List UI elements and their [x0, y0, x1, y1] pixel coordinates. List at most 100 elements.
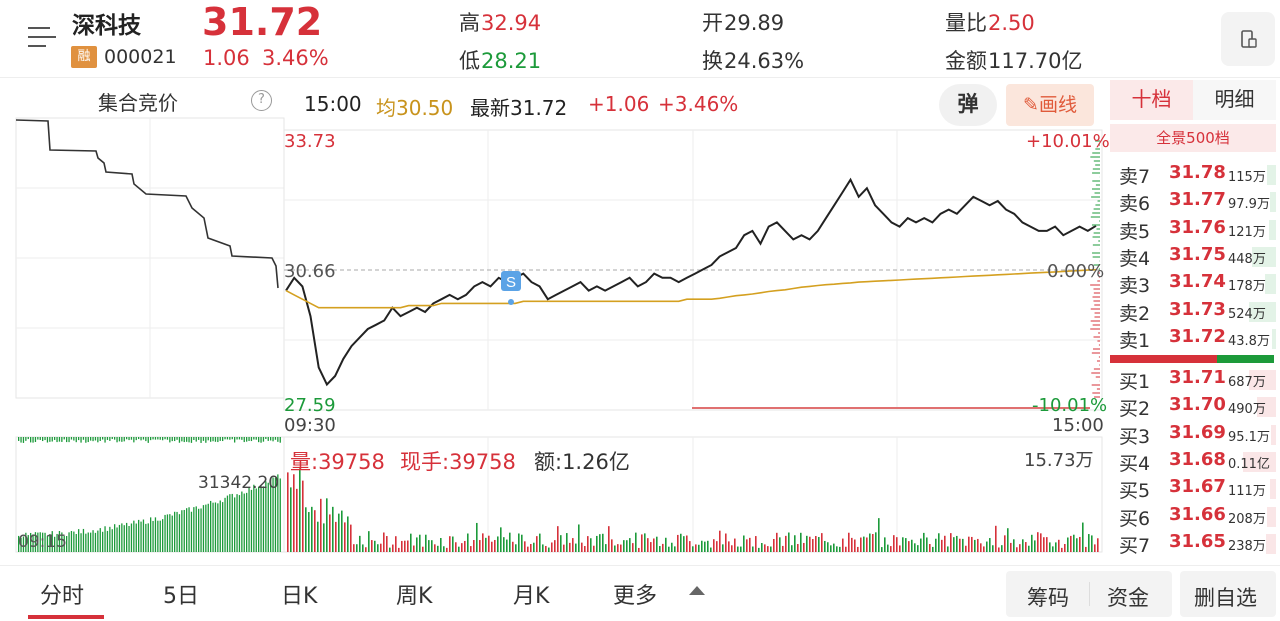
auction-tick: [34, 437, 37, 443]
help-icon[interactable]: ?: [251, 90, 272, 111]
ask-row-7[interactable]: 卖1 31.72 43.8万: [1112, 326, 1278, 353]
bid-row-6[interactable]: 买6 31.66 208万: [1112, 504, 1278, 531]
tab-weekly-k[interactable]: 周K: [396, 584, 433, 609]
edge-tick: [1093, 232, 1100, 234]
volume-bar: [824, 540, 826, 552]
auction-volume-bar: [238, 495, 241, 552]
edge-tick: [1092, 180, 1100, 182]
volume-bar: [989, 538, 991, 552]
auction-tick: [229, 437, 231, 440]
auction-volume-bar: [32, 534, 34, 552]
volume-bar: [1010, 542, 1012, 552]
auction-tick: [260, 437, 262, 443]
remove-favorite-button[interactable]: 删自选: [1194, 586, 1257, 610]
menu-icon[interactable]: [28, 24, 56, 50]
tab-monthly-k[interactable]: 月K: [513, 584, 550, 609]
volume-bar: [296, 488, 298, 552]
auction-volume-bar: [42, 532, 44, 552]
level-label: 卖4: [1119, 247, 1151, 270]
volume-bar: [842, 538, 844, 552]
volume-bar: [701, 540, 703, 552]
depth-bar: [1249, 301, 1276, 322]
auction-volume-bar: [279, 478, 281, 552]
auction-volume-bar: [97, 530, 99, 552]
volume-bar: [740, 546, 742, 552]
auction-volume-bar: [94, 532, 97, 552]
tab-more[interactable]: 更多: [613, 584, 658, 609]
ask-row-3[interactable]: 卖5 31.76 121万: [1112, 217, 1278, 244]
auction-volume-bar: [56, 533, 58, 552]
edge-tick: [1098, 356, 1100, 358]
volume-bar: [893, 535, 895, 552]
volume-bar: [554, 540, 556, 552]
auction-volume-bar: [130, 523, 133, 552]
auction-volume-bar: [138, 519, 140, 552]
auction-volume-bar: [142, 519, 145, 552]
volume-bar: [422, 546, 424, 552]
bid-row-1[interactable]: 买1 31.71 687万: [1112, 367, 1278, 394]
volume-bar: [926, 537, 928, 552]
auction-volume-bar: [277, 474, 279, 552]
chips-funds-divider: [1089, 582, 1090, 606]
funds-button[interactable]: 资金: [1107, 586, 1149, 610]
intraday-chart[interactable]: S: [0, 0, 1110, 565]
tab-intraday[interactable]: 分时: [40, 584, 85, 609]
volume-bar: [1058, 539, 1060, 552]
bid-row-3[interactable]: 买3 31.69 95.1万: [1112, 422, 1278, 449]
full-500-levels-button[interactable]: 全景500档: [1110, 124, 1276, 152]
tab-daily-k[interactable]: 日K: [281, 584, 318, 609]
ask-row-1[interactable]: 卖7 31.78 115万: [1112, 162, 1278, 189]
volume-bar: [374, 540, 376, 552]
volume-bar: [581, 542, 583, 552]
volume-bar: [464, 540, 466, 552]
auction-volume-bar: [39, 532, 41, 552]
tab-detail[interactable]: 明细: [1193, 80, 1276, 120]
caret-up-icon[interactable]: [689, 586, 705, 595]
auction-tick: [258, 437, 260, 443]
auction-volume-bar: [217, 503, 219, 552]
volume-bar: [794, 535, 796, 552]
volume-bar: [872, 534, 874, 552]
volume-bar: [455, 542, 457, 552]
bid-row-7[interactable]: 买7 31.65 238万: [1112, 531, 1278, 558]
bid-row-4[interactable]: 买4 31.68 0.11亿: [1112, 449, 1278, 476]
level-price: 31.74: [1169, 271, 1226, 293]
ask-row-5[interactable]: 卖3 31.74 178万: [1112, 271, 1278, 298]
volume-bar: [728, 541, 730, 552]
volume-bar: [671, 542, 673, 552]
volume-bar: [323, 523, 325, 552]
tab-ten-levels[interactable]: 十档: [1110, 80, 1193, 120]
auction-volume-bar: [272, 477, 274, 552]
volume-bar: [1028, 545, 1030, 552]
bid-row-2[interactable]: 买2 31.70 490万: [1112, 394, 1278, 421]
edge-tick: [1091, 372, 1100, 374]
ask-row-2[interactable]: 卖6 31.77 97.9万: [1112, 189, 1278, 216]
volume-bar: [482, 533, 484, 552]
auction-tick: [51, 437, 53, 442]
chips-button[interactable]: 筹码: [1027, 586, 1069, 610]
ask-row-6[interactable]: 卖2 31.73 524万: [1112, 299, 1278, 326]
auction-tick: [56, 437, 58, 443]
auction-volume-bar: [224, 497, 226, 552]
bid-row-5[interactable]: 买5 31.67 111万: [1112, 476, 1278, 503]
depth-bar: [1272, 328, 1276, 349]
level-label: 卖5: [1119, 220, 1151, 243]
volume-bar: [332, 506, 334, 552]
auction-tick: [94, 437, 97, 441]
draw-line-button[interactable]: ✎画线: [1006, 84, 1094, 126]
edge-tick: [1092, 392, 1100, 394]
ask-row-4[interactable]: 卖4 31.75 448万: [1112, 244, 1278, 271]
volume-bar: [890, 546, 892, 552]
volume-bar: [488, 535, 490, 552]
auction-tick: [82, 437, 85, 440]
popup-button[interactable]: 弹: [939, 84, 997, 126]
remove-fav-bg: [1180, 571, 1276, 617]
volume-bar: [350, 524, 352, 552]
auction-tick: [109, 437, 111, 441]
auction-value-label: 31342.20: [198, 473, 280, 493]
volume-bar: [527, 546, 529, 552]
tab-5day[interactable]: 5日: [163, 584, 199, 609]
margin-badge: 融: [71, 46, 97, 68]
phone-orientation-button[interactable]: [1221, 12, 1275, 66]
depth-bar: [1267, 165, 1276, 185]
